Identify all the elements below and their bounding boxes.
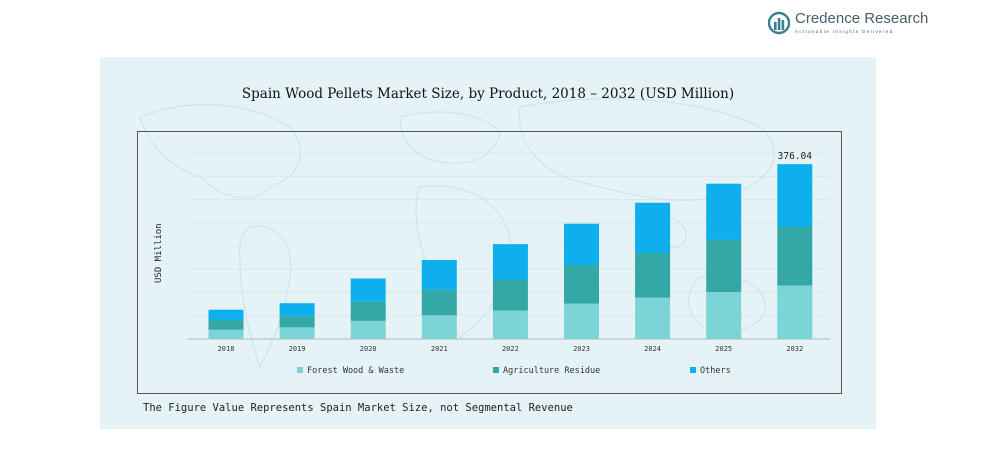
bar-stacks [208, 164, 813, 339]
bar-others-segment-2021 [421, 259, 457, 290]
bar-others-segment-2025 [706, 183, 742, 240]
credence-logo-icon [768, 11, 790, 35]
legend-swatch-agri [493, 367, 499, 373]
bar-agri-segment-2019 [279, 316, 315, 328]
legend-swatch-others [690, 367, 696, 373]
footnote: The Figure Value Represents Spain Market… [143, 402, 573, 414]
legend-label-others: Others [700, 366, 731, 376]
x-tick-label-2021: 2021 [431, 345, 448, 353]
bar-forest-segment-2023 [564, 303, 599, 339]
bar-agri-segment-2021 [421, 289, 457, 316]
bar-agri-segment-2032 [777, 226, 813, 286]
bar-others-segment-2019 [279, 303, 315, 317]
legend-label-forest: Forest Wood & Waste [307, 366, 405, 376]
bar-others-segment-2022 [492, 244, 528, 280]
x-tick-labels: 2018 2019 2020 2021 2022 2023 2024 2025 2032 376.… [218, 151, 813, 353]
legend-swatch-forest [297, 367, 303, 373]
bar-forest-segment-2032 [777, 285, 813, 339]
bar-agri-segment-2018 [208, 319, 244, 330]
x-tick-label-2018: 2018 [218, 345, 235, 353]
plot-area-frame [137, 131, 842, 394]
y-axis-label: USD Million [154, 223, 164, 283]
bar-others-segment-2018 [208, 309, 244, 320]
x-tick-label-2025: 2025 [715, 345, 732, 353]
chart-title: Spain Wood Pellets Market Size, by Produ… [241, 86, 735, 102]
bar-forest-segment-2024 [635, 297, 671, 339]
bar-forest-segment-2021 [421, 315, 457, 339]
bar-agri-segment-2020 [350, 301, 386, 321]
legend-item-agri: Agriculture Residue [493, 366, 600, 376]
bar-forest-segment-2019 [279, 327, 315, 339]
x-tick-label-2019: 2019 [289, 345, 306, 353]
chart-panel [100, 57, 876, 429]
x-tick-label-2032: 2032 [786, 345, 803, 353]
brand-tagline: Actionable Insights Delivered [795, 29, 894, 34]
legend-item-others: Others [690, 366, 731, 376]
bar-forest-segment-2022 [492, 310, 528, 339]
x-tick-label-2022: 2022 [502, 345, 519, 353]
x-tick-label-2024: 2024 [644, 345, 661, 353]
bar-forest-segment-2020 [350, 320, 386, 339]
brand-name: Credence Research [795, 10, 929, 27]
bar-forest-segment-2018 [208, 329, 244, 339]
bar-agri-segment-2025 [706, 239, 742, 293]
bar-agri-segment-2022 [492, 279, 528, 311]
x-tick-label-2020: 2020 [360, 345, 377, 353]
bar-others-segment-2020 [350, 278, 386, 302]
legend-item-forest: Forest Wood & Waste [297, 366, 404, 376]
brand-logo: Credence Research Actionable Insights De… [768, 10, 968, 38]
x-tick-label-2023: 2023 [573, 345, 590, 353]
bar-others-segment-2023 [564, 223, 599, 266]
bar-others-segment-2032 [777, 164, 813, 227]
bar-agri-segment-2023 [564, 265, 599, 304]
bar-agri-segment-2024 [635, 252, 671, 298]
legend-label-agri: Agriculture Residue [503, 366, 601, 376]
data-label-2032: 376.04 [778, 151, 813, 162]
bar-forest-segment-2025 [706, 292, 742, 339]
bar-others-segment-2024 [635, 202, 671, 253]
